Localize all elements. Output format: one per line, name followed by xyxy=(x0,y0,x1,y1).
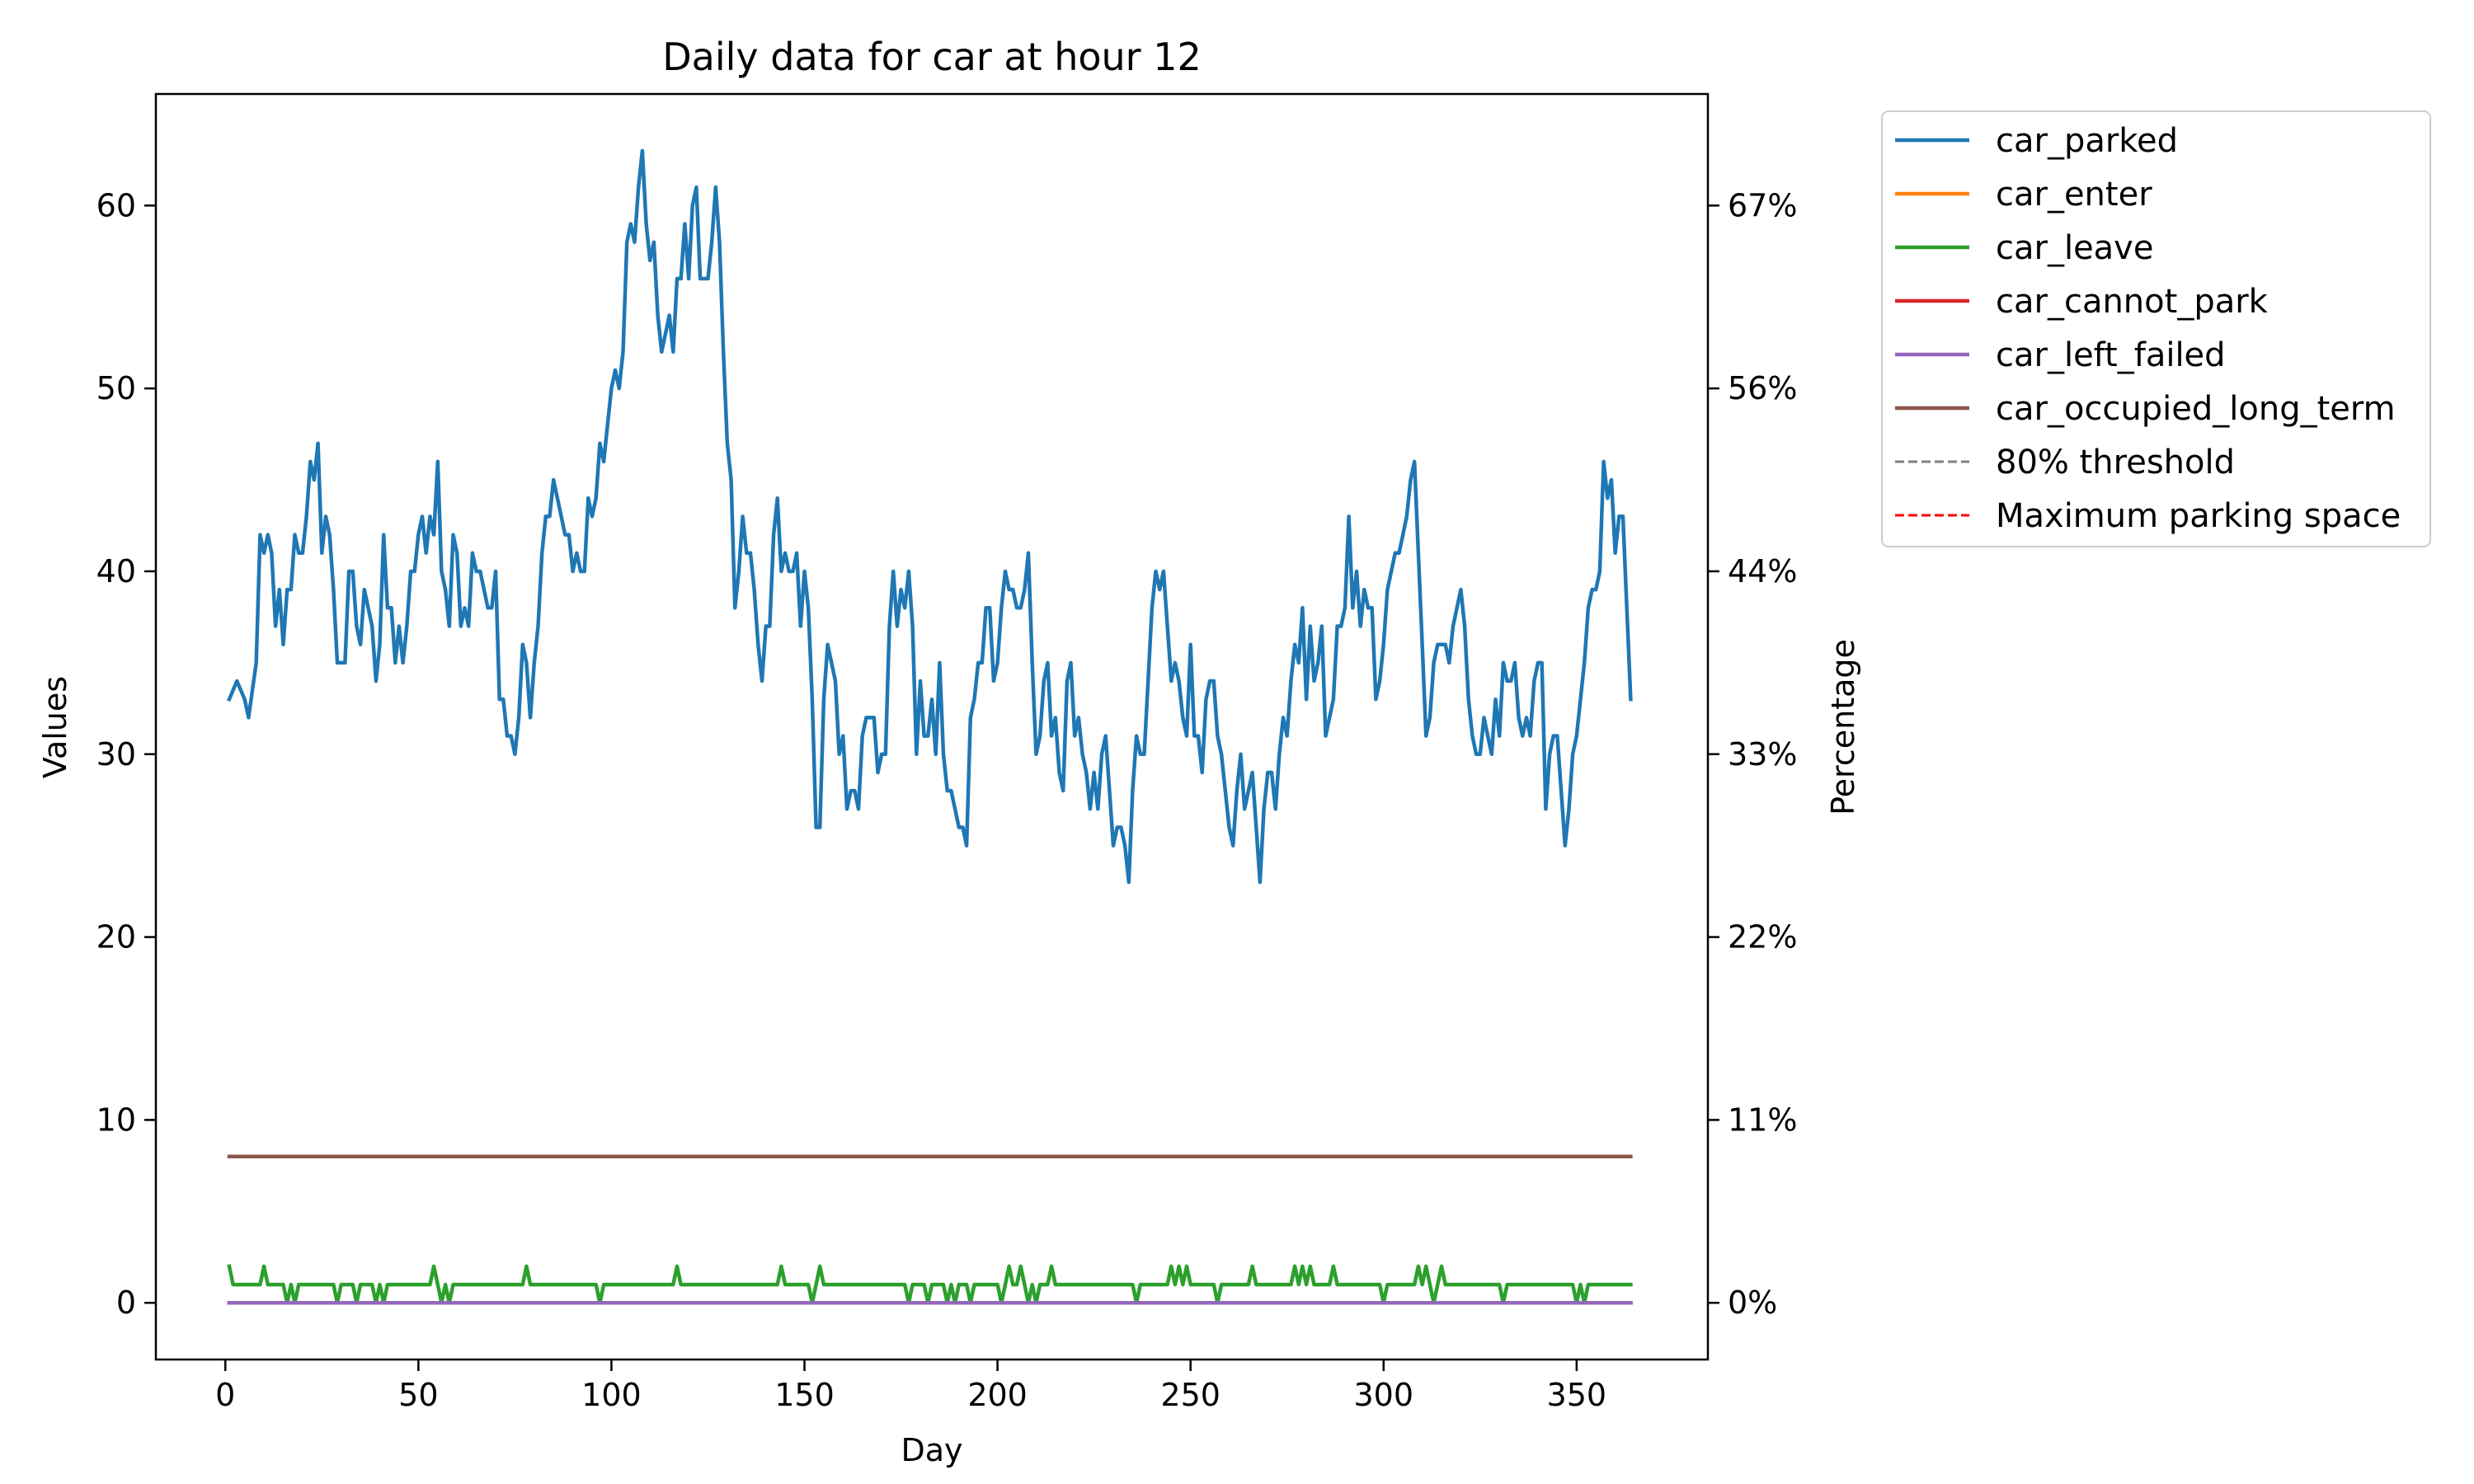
y2-tick-label: 11% xyxy=(1728,1101,1797,1138)
x-tick-label: 100 xyxy=(581,1377,642,1413)
y-axis-left: 0 10 20 30 40 50 60 xyxy=(96,187,156,1321)
y-tick-label: 0 xyxy=(116,1284,136,1321)
legend-label-car-left-failed: car_left_failed xyxy=(1996,336,2226,374)
legend-label-car-enter: car_enter xyxy=(1996,176,2152,214)
legend-label-car-leave: car_leave xyxy=(1996,229,2153,267)
legend-label-car-parked: car_parked xyxy=(1996,122,2178,160)
legend-label-80-threshold: 80% threshold xyxy=(1996,444,2235,481)
y2-tick-label: 22% xyxy=(1728,919,1797,956)
y2-tick-label: 33% xyxy=(1728,736,1797,773)
series-line-car-parked xyxy=(227,148,1633,885)
x-tick-label: 350 xyxy=(1547,1377,1607,1413)
x-tick-label: 50 xyxy=(398,1377,438,1413)
series-layer xyxy=(227,148,1633,1305)
legend-label-car-cannot-park: car_cannot_park xyxy=(1996,283,2269,321)
y-tick-label: 40 xyxy=(96,553,136,589)
y-axis-label: Values xyxy=(37,676,73,778)
legend-label-car-occupied-long-term: car_occupied_long_term xyxy=(1996,390,2396,428)
y2-tick-label: 67% xyxy=(1728,187,1797,223)
y2-tick-label: 44% xyxy=(1728,553,1797,589)
x-axis: 0 50 100 150 200 250 300 350 xyxy=(215,1360,1606,1413)
x-axis-label: Day xyxy=(901,1432,962,1468)
chart-title: Daily data for car at hour 12 xyxy=(662,35,1202,79)
legend-label-maximum-parking-space: Maximum parking space xyxy=(1996,497,2401,535)
legend-box xyxy=(1881,110,2431,547)
y-tick-label: 10 xyxy=(96,1101,136,1138)
x-tick-label: 300 xyxy=(1353,1377,1413,1413)
y2-axis-label: Percentage xyxy=(1825,639,1861,815)
y-tick-label: 20 xyxy=(96,919,136,956)
y2-tick-label: 56% xyxy=(1728,370,1797,406)
y-tick-label: 60 xyxy=(96,187,136,223)
x-tick-label: 0 xyxy=(215,1377,235,1413)
y-axis-right: 0% 11% 22% 33% 44% 56% 67% xyxy=(1708,187,1797,1321)
y2-tick-label: 0% xyxy=(1728,1284,1777,1321)
x-tick-label: 150 xyxy=(774,1377,835,1413)
plot-frame xyxy=(154,92,1710,1361)
legend: car_parked car_enter car_leave car_cannot_p… xyxy=(1881,110,2431,547)
y-tick-label: 50 xyxy=(96,370,136,406)
y-tick-label: 30 xyxy=(96,736,136,773)
x-tick-label: 250 xyxy=(1160,1377,1221,1413)
x-tick-label: 200 xyxy=(967,1377,1028,1413)
